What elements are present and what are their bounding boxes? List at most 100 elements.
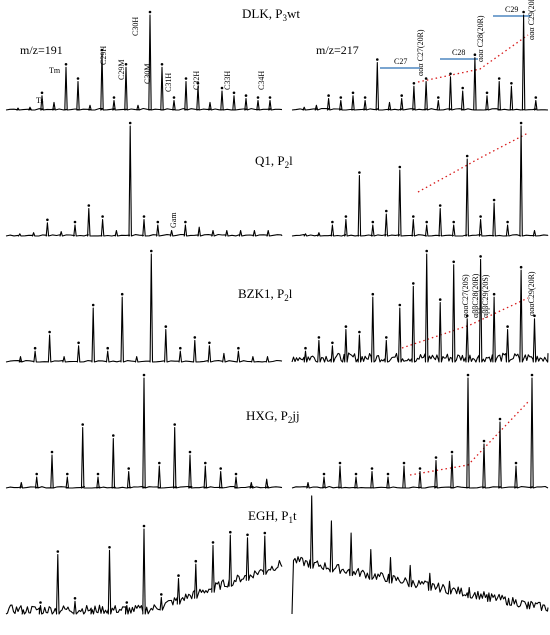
peak-dot: [522, 10, 525, 14]
peak-dot: [66, 472, 69, 476]
peak-dot: [363, 96, 367, 99]
peak-dot: [466, 373, 470, 377]
peak-dot: [56, 550, 60, 553]
peak-dot: [370, 467, 374, 470]
trend-line-hxg: [409, 401, 529, 476]
panel-dlk-title: DLK, P3wt: [242, 6, 300, 23]
peak-label-tm: Tm: [49, 66, 61, 75]
peak-dot: [193, 336, 197, 339]
panel-bzk1: BZK1, P2l αααC27(20S) αββC28(20R) αββC29…: [238, 271, 536, 349]
peak-dot: [124, 63, 128, 66]
peak-dot: [371, 220, 375, 224]
peak-dot: [150, 249, 153, 253]
chromatogram-trace-mz191-2: [5, 253, 283, 363]
peak-dot: [194, 559, 198, 563]
peak-dot: [112, 434, 115, 437]
peak-dot: [514, 461, 518, 465]
peak-dot: [412, 282, 415, 285]
peak-dot: [173, 423, 176, 426]
peak-dot: [425, 249, 429, 253]
peak-dot: [148, 10, 152, 14]
peak-dot: [358, 330, 361, 334]
peak-dot: [234, 472, 238, 476]
peak-dot: [398, 165, 402, 169]
peak-dot: [106, 346, 109, 350]
peak-dot: [412, 82, 416, 85]
peak-dot: [112, 96, 116, 99]
trend-line-bzk1: [401, 297, 529, 349]
peak-dot: [351, 91, 355, 95]
bracket-c27-label: C27: [394, 57, 407, 66]
peak-dot: [344, 215, 348, 218]
panel-dlk: DLK, P3wt m/z=191 m/z=217 Ts Tm C29H C29…: [20, 0, 536, 105]
peak-dot: [246, 533, 249, 537]
peak-dot: [434, 456, 438, 459]
peak-dot: [142, 373, 146, 377]
peak-dot: [461, 86, 465, 90]
peak-dot: [449, 72, 452, 76]
peak-dot: [184, 77, 188, 80]
peak-dot: [35, 472, 38, 476]
peak-dot: [73, 597, 77, 600]
peak-label-c28-20r: ααα C28(20R): [476, 15, 485, 62]
peak-dot: [96, 472, 100, 476]
chromatogram-traces: [5, 10, 549, 615]
chromatogram-trace-mz191-1: [5, 125, 283, 237]
peak-dot: [188, 450, 192, 454]
peak-dot: [354, 472, 358, 476]
peak-dot: [412, 215, 415, 218]
chromatogram-trace-mz191-0: [5, 14, 283, 111]
peak-dot: [492, 198, 496, 202]
peak-label-gam: Gam: [169, 212, 178, 228]
peak-dot: [164, 325, 168, 328]
peak-dot: [237, 346, 240, 350]
panel-dlk-mz-left: m/z=191: [20, 43, 63, 57]
peak-dot: [81, 423, 84, 426]
peak-dot: [437, 96, 440, 99]
peak-dot: [125, 601, 129, 604]
peak-dot: [184, 220, 187, 224]
peak-dot: [452, 260, 456, 264]
peak-dot: [108, 546, 111, 549]
peak-label-c30h: C30H: [131, 17, 140, 36]
peak-dot: [156, 220, 160, 224]
peak-label-c29h: C29H: [99, 46, 108, 65]
panel-q1-title: Q1, P2l: [255, 153, 293, 170]
peak-dot: [91, 303, 95, 307]
chromatogram-trace-mz217-3: [291, 377, 549, 489]
peak-dot: [244, 94, 248, 97]
trend-line-q1: [417, 132, 529, 193]
peak-dot: [479, 255, 482, 258]
peak-dot: [386, 472, 390, 476]
peak-label-c30m: C30M: [143, 64, 152, 84]
bracket-c29-label: C29: [505, 5, 518, 14]
peak-dot: [208, 341, 211, 345]
peak-dot: [64, 63, 68, 66]
peak-label-ts: Ts: [36, 96, 43, 105]
peak-dot: [498, 417, 502, 421]
peak-dot: [338, 461, 342, 465]
peak-dot: [100, 48, 104, 52]
peak-dot: [142, 215, 146, 218]
peak-dot: [127, 467, 130, 470]
peak-dot: [506, 325, 509, 328]
peak-dot: [519, 121, 523, 125]
peak-dot: [438, 298, 442, 301]
peak-dot: [322, 472, 326, 476]
peak-dot: [263, 531, 267, 535]
peak-dot: [438, 204, 442, 207]
peak-label-c33h: C33H: [223, 71, 232, 90]
peak-dot: [485, 91, 489, 95]
peak-label-c29m: C29M: [117, 60, 126, 80]
peak-dot: [497, 77, 501, 80]
peak-dot: [211, 541, 215, 544]
peak-dot: [424, 77, 428, 80]
peak-dot: [358, 171, 361, 174]
peak-dot: [160, 593, 163, 596]
peak-label-abb-c29: αββC29(20S): [481, 274, 490, 318]
peak-dot: [344, 325, 348, 328]
peak-dot: [385, 336, 388, 339]
peak-dot: [304, 346, 307, 350]
peak-label-c31h: C31H: [164, 73, 173, 92]
